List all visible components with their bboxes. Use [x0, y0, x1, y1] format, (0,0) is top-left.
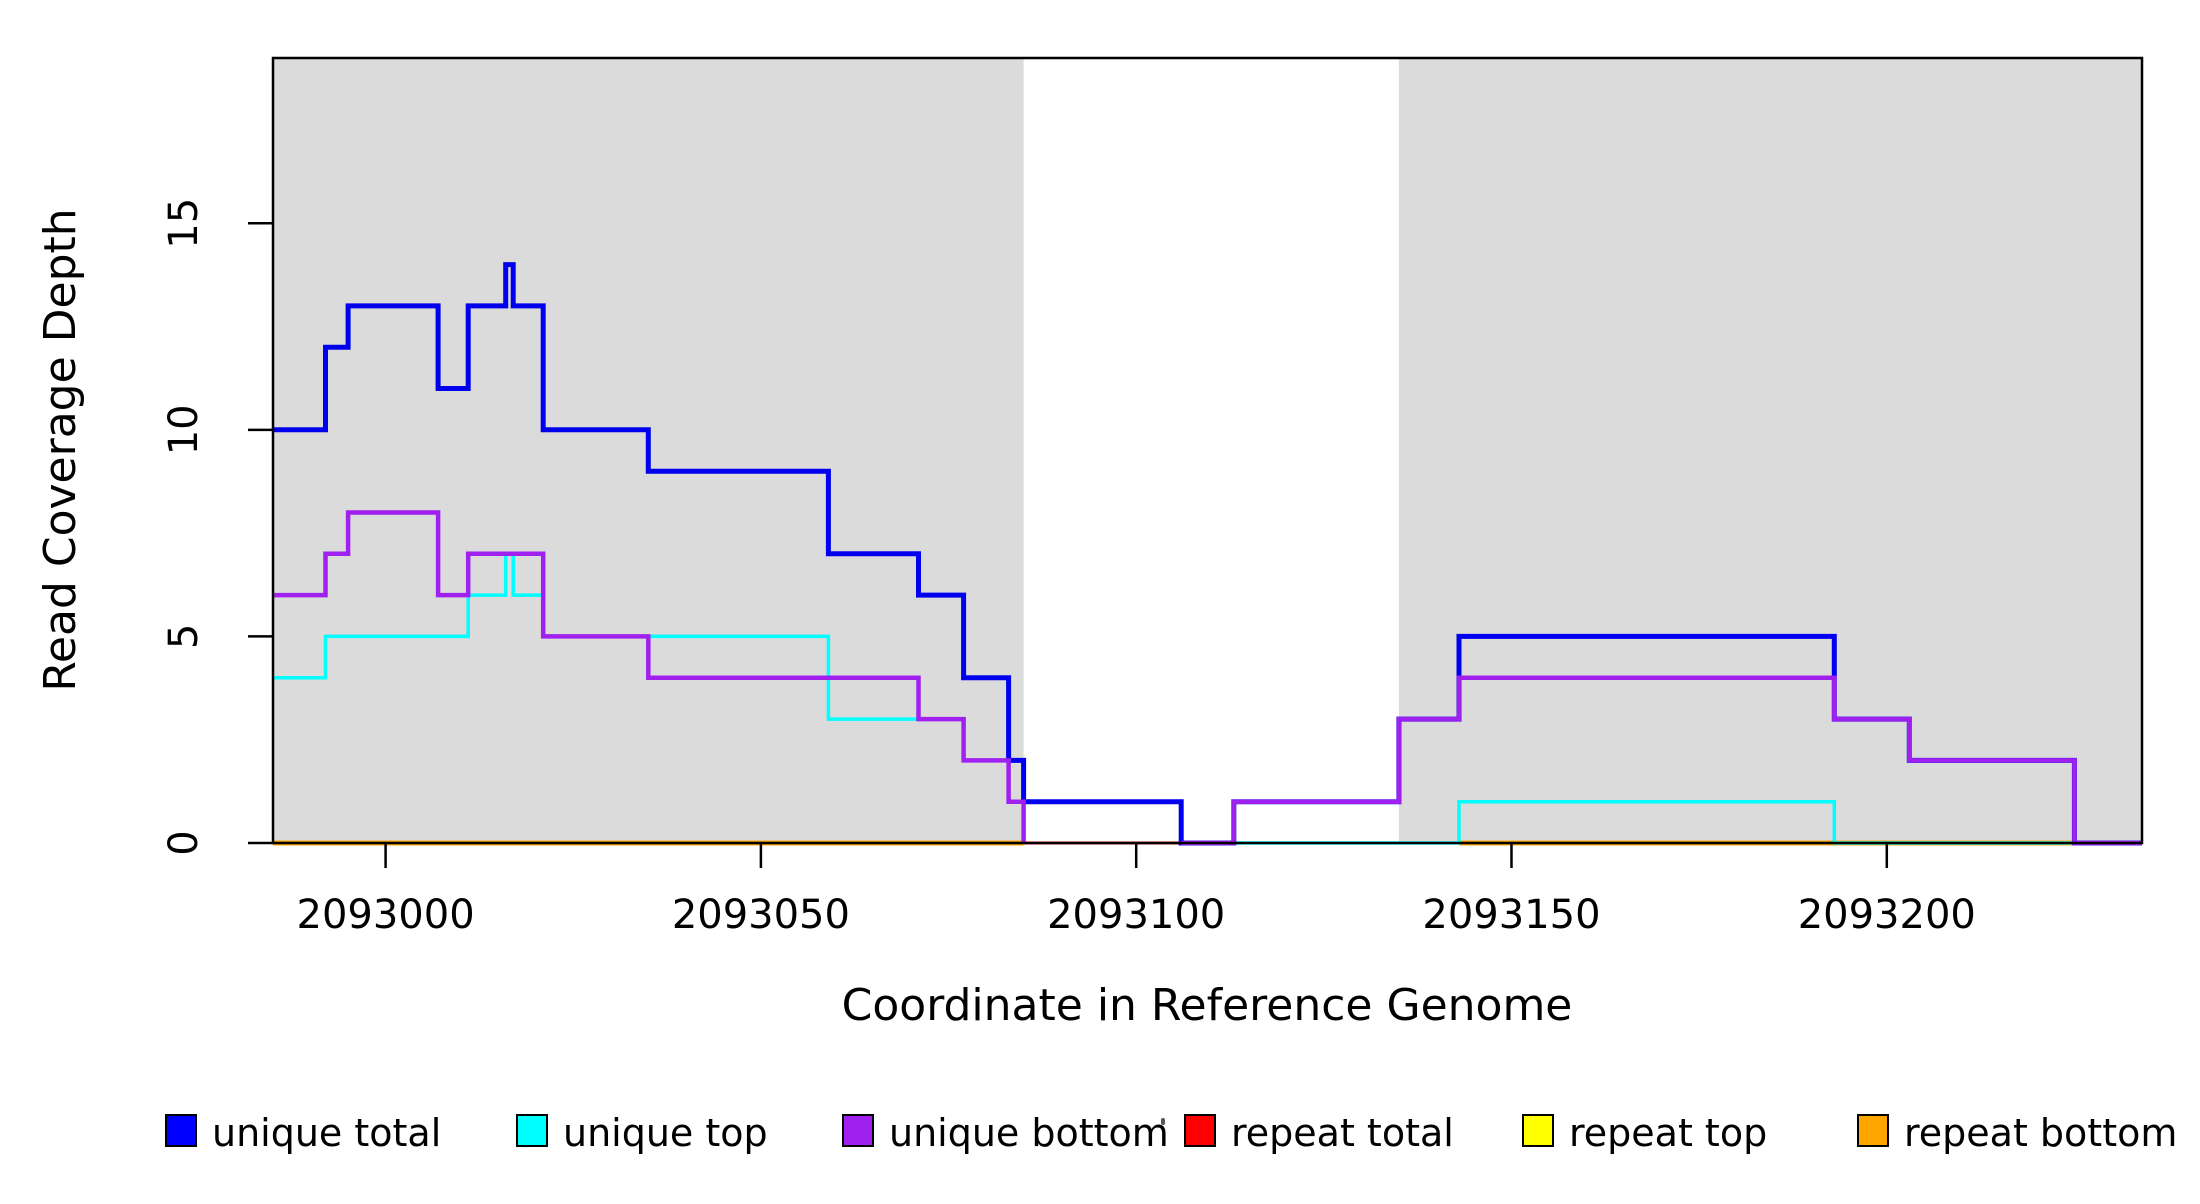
- legend: unique total unique top unique bottom repea…: [165, 1111, 2177, 1155]
- legend-swatch-repeat-top: [1522, 1114, 1554, 1147]
- plot-border: [271, 56, 2144, 845]
- legend-label-unique-top: unique top: [563, 1111, 768, 1155]
- y-tick-label: 5: [161, 624, 207, 649]
- axis-tick-labels-layer: 2093000 2093050 2093100 2093150 2093200 0 5 10 1…: [161, 198, 1976, 938]
- series-line-unique-bottom: [273, 510, 1026, 843]
- legend-swatch-repeat-bottom: [1857, 1114, 1889, 1147]
- legend-swatch-repeat-total: [1184, 1114, 1216, 1147]
- series-line-unique-bottom: [1181, 675, 2142, 846]
- y-tick-label: 10: [161, 404, 207, 455]
- shaded-regions-layer: [273, 58, 2142, 843]
- legend-label-unique-total: unique total: [212, 1111, 441, 1155]
- y-tick-label: 0: [161, 830, 207, 855]
- legend-swatch-unique-bottom: [842, 1114, 874, 1147]
- x-tick-label: 2093100: [1047, 892, 1225, 938]
- axis-ticks-layer: [248, 222, 1889, 868]
- legend-swatch-unique-top: [516, 1114, 548, 1147]
- stray-mark: [1161, 1118, 1165, 1125]
- shaded-region: [1398, 58, 2142, 843]
- y-axis-title: Read Coverage Depth: [35, 208, 86, 691]
- x-tick-label: 2093050: [672, 892, 850, 938]
- legend-label-repeat-total: repeat total: [1231, 1111, 1454, 1155]
- x-tick-label: 2093200: [1798, 892, 1976, 938]
- legend-swatch-unique-total: [165, 1114, 197, 1147]
- x-tick-label: 2093000: [297, 892, 475, 938]
- y-tick-label: 15: [161, 198, 207, 249]
- x-tick-label: 2093150: [1422, 892, 1600, 938]
- legend-label-unique-bottom: unique bottom: [889, 1111, 1169, 1155]
- legend-label-repeat-bottom: repeat bottom: [1904, 1111, 2177, 1155]
- legend-label-repeat-top: repeat top: [1569, 1111, 1767, 1155]
- series-line-unique-total: [273, 262, 2142, 846]
- x-axis-title: Coordinate in Reference Genome: [842, 980, 1573, 1031]
